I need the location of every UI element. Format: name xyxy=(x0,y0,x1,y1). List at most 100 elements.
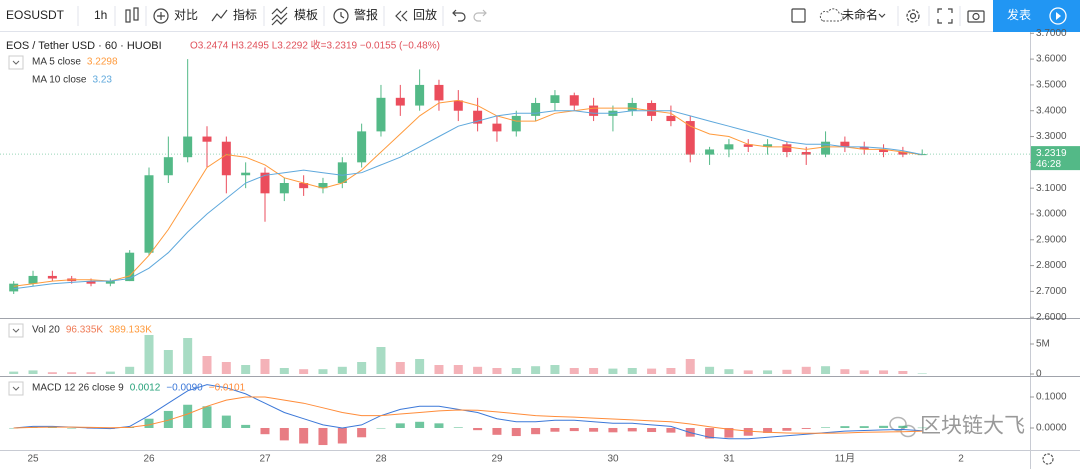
x-tick-label: 11月 xyxy=(835,453,855,465)
macd-histogram xyxy=(453,427,463,428)
fullscreen-icon[interactable] xyxy=(937,8,953,24)
volume-bar xyxy=(260,359,270,374)
y-tick-label: 0.0000 xyxy=(1036,423,1067,434)
volume-bar xyxy=(86,372,96,374)
y-tick-label: 2.9000 xyxy=(1036,234,1067,245)
macd-histogram xyxy=(705,427,715,439)
collapse-button[interactable] xyxy=(8,381,24,396)
compare-icon[interactable] xyxy=(153,8,169,24)
symbol-description: EOS / Tether USD · 60 · HUOBI xyxy=(6,40,162,52)
replay-icon[interactable] xyxy=(395,10,408,22)
volume-bar xyxy=(840,369,850,374)
volume-bar xyxy=(879,370,889,374)
macd-histogram xyxy=(569,427,579,432)
redo-icon[interactable] xyxy=(473,9,487,22)
macd-histogram xyxy=(531,427,541,435)
candle-body xyxy=(221,141,231,176)
indicators[interactable]: 指标 xyxy=(233,7,257,22)
macd-histogram xyxy=(782,427,792,431)
volume-bar xyxy=(569,368,579,374)
candle-body xyxy=(898,152,908,155)
snapshot-icon[interactable] xyxy=(967,10,985,23)
macd-histogram xyxy=(473,427,483,431)
settings-icon[interactable] xyxy=(906,9,920,23)
macd-histogram xyxy=(202,406,212,428)
candle-body xyxy=(376,97,386,132)
y-tick-label: 0 xyxy=(1036,369,1042,380)
replay[interactable]: 回放 xyxy=(413,7,437,22)
x-tick-label: 26 xyxy=(143,454,155,465)
publish-button[interactable] xyxy=(993,0,1045,32)
candle-body xyxy=(395,97,405,106)
candle-body xyxy=(589,105,599,116)
x-tick-label: 25 xyxy=(27,454,39,465)
macd-histogram xyxy=(241,424,251,428)
macd-histogram xyxy=(376,427,386,429)
collapse-button[interactable] xyxy=(8,323,24,338)
axis-settings-icon[interactable] xyxy=(1042,453,1054,465)
candle-body xyxy=(28,275,38,284)
volume-bar xyxy=(221,362,231,374)
volume-bar xyxy=(550,365,560,374)
volume-bar xyxy=(685,359,695,374)
candle-body xyxy=(279,183,289,194)
y-tick-label: 3.6000 xyxy=(1036,54,1067,65)
volume-bar xyxy=(898,371,908,374)
collapse-button[interactable] xyxy=(8,55,24,70)
dropdown-caret[interactable] xyxy=(878,13,886,18)
indicators-icon[interactable] xyxy=(211,9,228,22)
macd-histogram xyxy=(917,427,927,429)
volume-bar xyxy=(299,369,309,374)
legend-item: MA 10 close xyxy=(32,75,87,86)
y-tick-label: 3.7000 xyxy=(1036,28,1067,39)
volume-bar xyxy=(531,366,541,374)
macd-histogram xyxy=(47,427,57,428)
volume-bar xyxy=(782,369,792,374)
templates-icon[interactable] xyxy=(271,6,288,26)
volume-bar xyxy=(511,368,521,374)
macd-histogram xyxy=(183,404,193,428)
volume-bar xyxy=(241,365,251,374)
candle-body xyxy=(685,121,695,155)
volume-bar xyxy=(28,370,38,374)
volume-bar xyxy=(163,350,173,374)
macd-histogram xyxy=(357,427,367,438)
undo-icon[interactable] xyxy=(452,9,466,22)
interval[interactable]: 1h xyxy=(94,8,107,22)
chart-style-icon[interactable] xyxy=(125,7,139,23)
volume-bar xyxy=(859,370,869,374)
volume-bar xyxy=(917,373,927,374)
macd-histogram xyxy=(434,423,444,428)
volume-bar xyxy=(453,365,463,374)
layout-name[interactable]: 未命名 xyxy=(842,7,878,22)
x-tick-label: 29 xyxy=(491,454,503,465)
volume-bar xyxy=(47,372,57,374)
candle-body xyxy=(337,162,347,184)
symbol[interactable]: EOSUSDT xyxy=(6,8,65,22)
y-tick-label: 2.8000 xyxy=(1036,260,1067,271)
legend-item: 0.0012 xyxy=(130,383,161,394)
macd-histogram xyxy=(821,427,831,428)
candle-body xyxy=(241,172,251,176)
volume-bar xyxy=(473,366,483,374)
play-icon xyxy=(1049,7,1067,25)
play-button[interactable] xyxy=(1045,0,1080,32)
templates[interactable]: 模板 xyxy=(294,8,318,22)
volume-bar xyxy=(67,372,77,374)
compare[interactable]: 对比 xyxy=(174,8,198,22)
x-tick-label: 30 xyxy=(607,454,619,465)
candle-body xyxy=(434,84,444,101)
macd-histogram xyxy=(9,427,19,429)
alerts[interactable]: 警报 xyxy=(354,7,378,22)
layout-icon[interactable] xyxy=(791,8,806,23)
publish-label: 发表 xyxy=(1007,7,1031,22)
volume-bar xyxy=(647,368,657,374)
watermark-text: 区块链大飞 xyxy=(920,415,1025,438)
candle-body xyxy=(86,281,96,284)
legend-item: 3.2298 xyxy=(87,57,118,68)
macd-histogram xyxy=(898,425,908,428)
alerts-icon[interactable] xyxy=(333,8,349,24)
y-tick-label: 2.6000 xyxy=(1036,312,1067,323)
macd-histogram xyxy=(550,427,560,432)
